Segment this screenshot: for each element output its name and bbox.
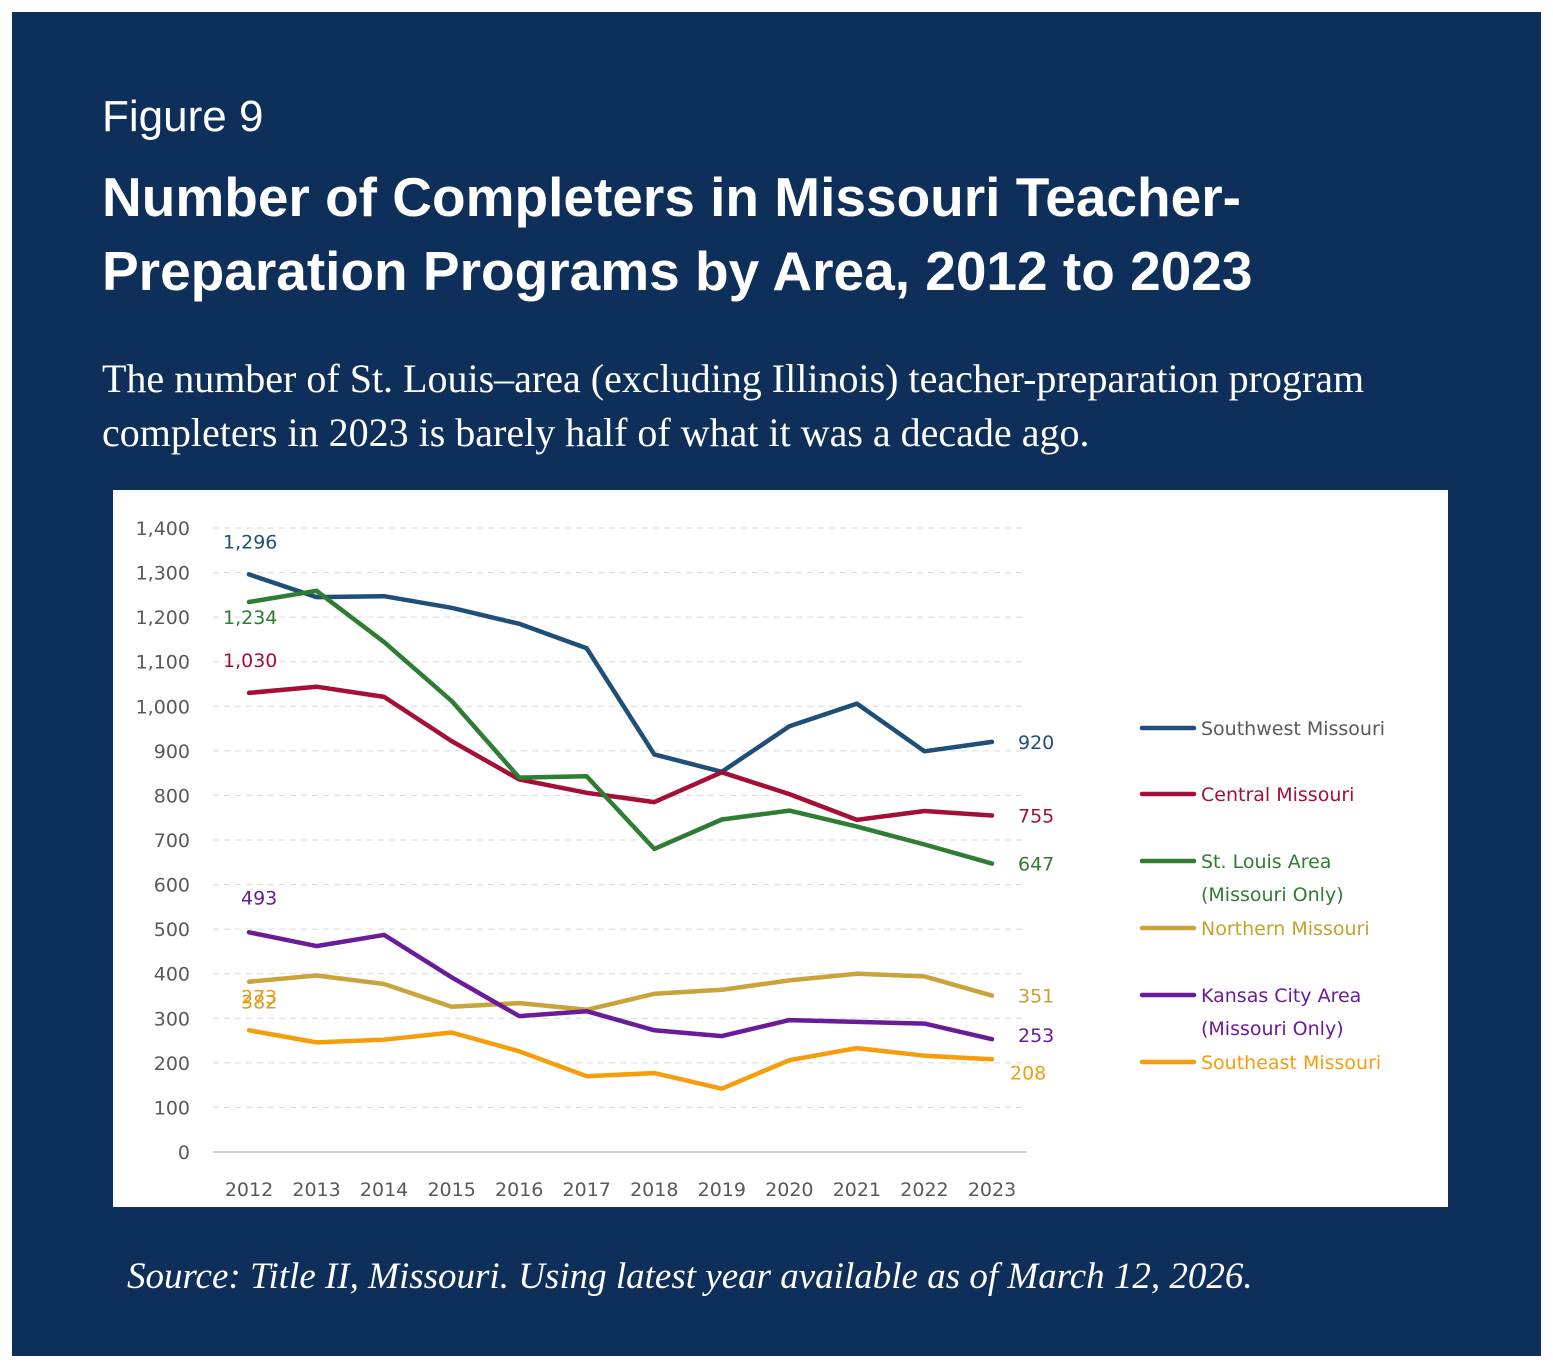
- figure-frame: Figure 9 Number of Completers in Missour…: [12, 12, 1541, 1356]
- y-tick-label: 400: [154, 964, 190, 986]
- series-line: [246, 572, 995, 775]
- y-tick-label: 200: [154, 1053, 190, 1075]
- y-tick-label: 600: [154, 875, 190, 897]
- data-label: 1,296: [223, 531, 277, 553]
- legend-label: Southwest Missouri: [1201, 718, 1385, 740]
- data-label: 1,030: [223, 650, 277, 672]
- data-label: 493: [241, 887, 277, 909]
- data-label: 755: [1018, 805, 1054, 827]
- chart-title: Number of Completers in Missouri Teacher…: [102, 166, 1253, 302]
- x-tick-label: 2012: [225, 1179, 273, 1201]
- y-tick-label: 700: [154, 830, 190, 852]
- line-chart: 0 100 200 300 400 500 600 700 800 900 1,000 1,100 1,…: [136, 518, 1385, 1201]
- data-label: 647: [1018, 854, 1054, 876]
- x-tick-label: 2014: [360, 1179, 408, 1201]
- data-label: 1,234: [223, 607, 277, 629]
- x-tick-label: 2015: [427, 1179, 475, 1201]
- series-line: [246, 971, 995, 1013]
- data-label: 273: [241, 986, 277, 1008]
- chart-subtitle: The number of St. Louis–area (excluding …: [102, 356, 1365, 455]
- y-tick-label: 1,200: [136, 607, 190, 629]
- data-label: 382: [241, 992, 277, 1014]
- legend-label: Northern Missouri: [1201, 918, 1370, 940]
- data-label: 351: [1018, 986, 1054, 1008]
- data-label: 208: [1010, 1062, 1046, 1084]
- y-tick-label: 1,000: [136, 696, 190, 718]
- x-tick-label: 2020: [765, 1179, 813, 1201]
- legend-label: Kansas City Area: [1201, 985, 1361, 1007]
- data-label: 253: [1018, 1025, 1054, 1047]
- x-tick-label: 2016: [495, 1179, 543, 1201]
- y-tick-label: 800: [154, 785, 190, 807]
- y-tick-label: 1,400: [136, 518, 190, 540]
- y-tick-label: 900: [154, 741, 190, 763]
- y-tick-label: 0: [178, 1142, 190, 1164]
- x-tick-label: 2013: [292, 1179, 340, 1201]
- x-tick-label: 2021: [833, 1179, 881, 1201]
- x-tick-label: 2017: [563, 1179, 611, 1201]
- series-line: [246, 930, 995, 1042]
- legend-label: Central Missouri: [1201, 784, 1354, 806]
- source-note: Source: Title II, Missouri. Using latest…: [127, 1256, 1253, 1297]
- x-tick-label: 2022: [900, 1179, 948, 1201]
- legend-label: St. Louis Area: [1201, 851, 1331, 873]
- x-tick-label: 2018: [630, 1179, 678, 1201]
- x-tick-label: 2019: [698, 1179, 746, 1201]
- chart-panel: 0 100 200 300 400 500 600 700 800 900 1,000 1,100 1,…: [113, 490, 1448, 1207]
- y-tick-label: 100: [154, 1097, 190, 1119]
- y-tick-label: 500: [154, 919, 190, 941]
- series-line: [246, 1028, 995, 1091]
- figure-label: Figure 9: [102, 92, 264, 141]
- legend-label: (Missouri Only): [1201, 884, 1344, 906]
- series-line: [246, 684, 995, 823]
- series-line: [246, 588, 995, 866]
- y-tick-label: 300: [154, 1008, 190, 1030]
- legend-label: Southeast Missouri: [1201, 1052, 1381, 1074]
- x-tick-label: 2023: [968, 1179, 1016, 1201]
- data-label: 920: [1018, 732, 1054, 754]
- y-tick-label: 1,100: [136, 652, 190, 674]
- y-tick-label: 1,300: [136, 563, 190, 585]
- legend-label: (Missouri Only): [1201, 1018, 1344, 1040]
